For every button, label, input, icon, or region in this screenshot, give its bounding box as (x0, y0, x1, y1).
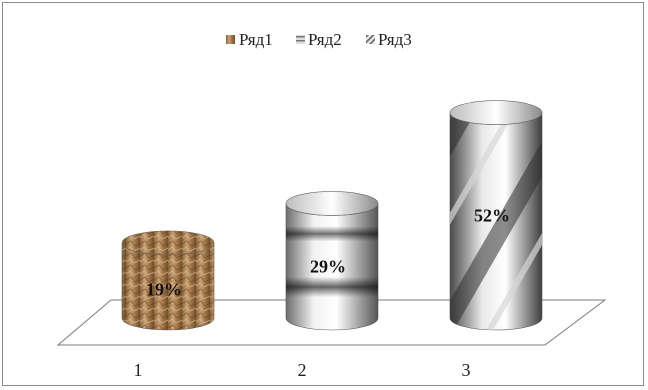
legend-label-3: Ряд3 (378, 30, 412, 49)
category-label-1: 1 (134, 360, 143, 380)
data-label-1: 19% (146, 279, 182, 299)
bar-top-2 (285, 191, 379, 216)
category-label-2: 2 (298, 360, 307, 380)
legend-swatch-1 (226, 35, 235, 44)
data-label-3: 52% (474, 205, 510, 225)
category-label-3: 3 (462, 360, 471, 380)
legend-item-2: Ряд2 (296, 30, 342, 49)
bar-1: 19% (121, 230, 215, 331)
bar-2: 29% (285, 191, 379, 331)
data-label-2: 29% (310, 256, 346, 276)
category-axis: 1 2 3 (134, 360, 471, 380)
bar-top-1 (121, 230, 215, 256)
bar-texture-3 (450, 112, 542, 330)
legend-label-1: Ряд1 (239, 30, 273, 49)
legend: Ряд1 Ряд2 Ряд3 (226, 30, 412, 49)
bar-3: 52% (449, 100, 543, 331)
bars-group: 19% 29% 52% (121, 100, 543, 331)
legend-swatch-2 (296, 35, 305, 44)
legend-item-1: Ряд1 (226, 30, 273, 49)
legend-label-2: Ряд2 (308, 30, 342, 49)
bar-texture-2 (286, 203, 378, 330)
legend-swatch-3 (366, 35, 375, 44)
bar-top-3 (449, 100, 543, 125)
legend-item-3: Ряд3 (366, 30, 412, 49)
